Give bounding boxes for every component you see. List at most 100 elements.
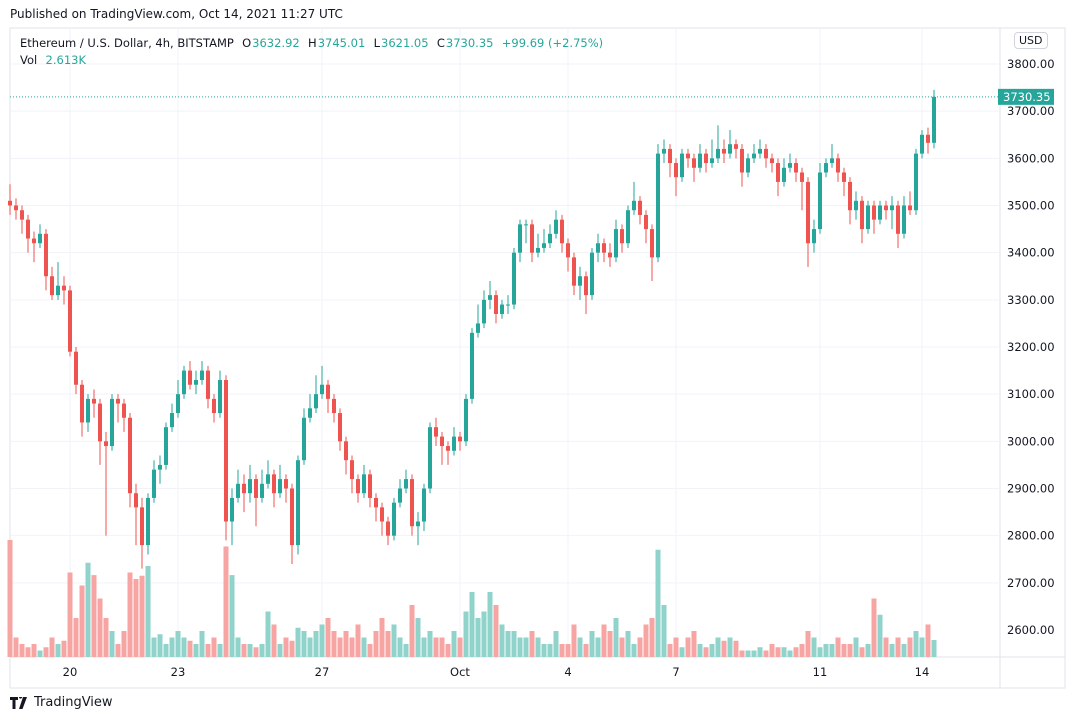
volume-bar (919, 637, 925, 657)
volume-bar (619, 637, 625, 657)
candle-body (338, 413, 342, 442)
x-tick-label: Oct (450, 665, 470, 679)
volume-bar (469, 592, 475, 657)
ohlc-row: Ethereum / U.S. Dollar, 4h, BITSTAMP O 36… (20, 35, 604, 52)
candle-body (500, 304, 504, 314)
candle-body (722, 148, 726, 154)
candle-body (824, 163, 828, 173)
candle-body (800, 172, 804, 182)
currency-button[interactable]: USD (1014, 32, 1048, 49)
volume-bar (403, 644, 409, 657)
candle-body (140, 507, 144, 546)
candle-body (884, 205, 888, 211)
volume-bar (751, 650, 757, 657)
candle-body (152, 469, 156, 498)
y-tick-label: 2600.00 (1007, 623, 1055, 637)
symbol-title[interactable]: Ethereum / U.S. Dollar, 4h, BITSTAMP (20, 36, 234, 50)
volume-bar (481, 611, 487, 657)
volume-bar (103, 618, 109, 657)
candle-body (518, 224, 522, 253)
candle-body (74, 351, 78, 385)
candle-body (602, 243, 606, 253)
volume-bar (139, 575, 145, 657)
candle-body (200, 370, 204, 381)
candle-body (110, 398, 114, 447)
candle-body (488, 295, 492, 300)
volume-bar (61, 640, 67, 657)
symbol-legend: Ethereum / U.S. Dollar, 4h, BITSTAMP O 36… (20, 35, 604, 69)
candle-body (218, 380, 222, 414)
candle-body (92, 398, 96, 404)
volume-bar (667, 644, 673, 657)
candle-body (512, 252, 516, 305)
candle-body (650, 229, 654, 258)
close-value: 3730.35 (445, 36, 494, 50)
volume-bar (235, 637, 241, 657)
candle-body (746, 158, 750, 173)
candle-body (770, 158, 774, 164)
candle-body (860, 200, 864, 230)
volume-bar (421, 637, 427, 657)
candle-body (578, 276, 582, 286)
volume-bar (679, 647, 685, 657)
y-tick-label: 3200.00 (1007, 340, 1055, 354)
last-price-label: 3730.35 (1003, 90, 1051, 104)
volume-bar (733, 640, 739, 657)
candle-body (836, 158, 840, 173)
volume-bar (229, 575, 235, 657)
y-tick-label: 2800.00 (1007, 529, 1055, 543)
y-tick-label: 3400.00 (1007, 246, 1055, 260)
candle-body (704, 153, 708, 164)
candle-body (914, 153, 918, 211)
candle-body (896, 205, 900, 234)
brand-name: TradingView (34, 695, 113, 710)
volume-bar (55, 644, 61, 657)
candle-body (272, 474, 276, 494)
volume-bar (571, 624, 577, 657)
volume-bar (871, 598, 877, 657)
volume-bar (325, 618, 331, 657)
candle-body (242, 483, 246, 494)
candle-body (842, 172, 846, 182)
volume-bar (865, 644, 871, 657)
volume-bar (739, 650, 745, 657)
candle-body (758, 148, 762, 154)
candle-body (788, 163, 792, 168)
candle-body (458, 436, 462, 442)
candle-body (416, 521, 420, 527)
open-label: O (242, 36, 252, 50)
candle-body (794, 163, 798, 173)
volume-bar (877, 614, 883, 657)
candle-body (32, 238, 36, 244)
volume-bar (625, 631, 631, 657)
y-tick-label: 3500.00 (1007, 199, 1055, 213)
volume-bar (79, 585, 85, 657)
volume-bar (151, 637, 157, 657)
candle-body (134, 493, 138, 508)
volume-bar (493, 605, 499, 657)
candle-body (344, 441, 348, 461)
volume-bar (337, 637, 343, 657)
chart-frame (9, 27, 1066, 689)
candle-body (680, 153, 684, 178)
candle-body (236, 483, 240, 498)
candle-body (290, 488, 294, 546)
volume-bar (817, 647, 823, 657)
volume-bar (595, 637, 601, 657)
candle-body (656, 153, 660, 258)
volume-bar (49, 637, 55, 657)
candle-body (524, 224, 528, 226)
low-value: 3621.05 (381, 36, 429, 50)
volume-bar (205, 644, 211, 657)
candle-body (380, 507, 384, 522)
volume-bar (553, 631, 559, 657)
volume-bar (19, 644, 25, 657)
candle-body (776, 163, 780, 182)
last-price-badge (998, 88, 1054, 105)
candle-body (20, 210, 24, 220)
candle-body (404, 479, 408, 489)
volume-bar (193, 644, 199, 657)
volume-bar (463, 611, 469, 657)
volume-bar (127, 572, 133, 657)
